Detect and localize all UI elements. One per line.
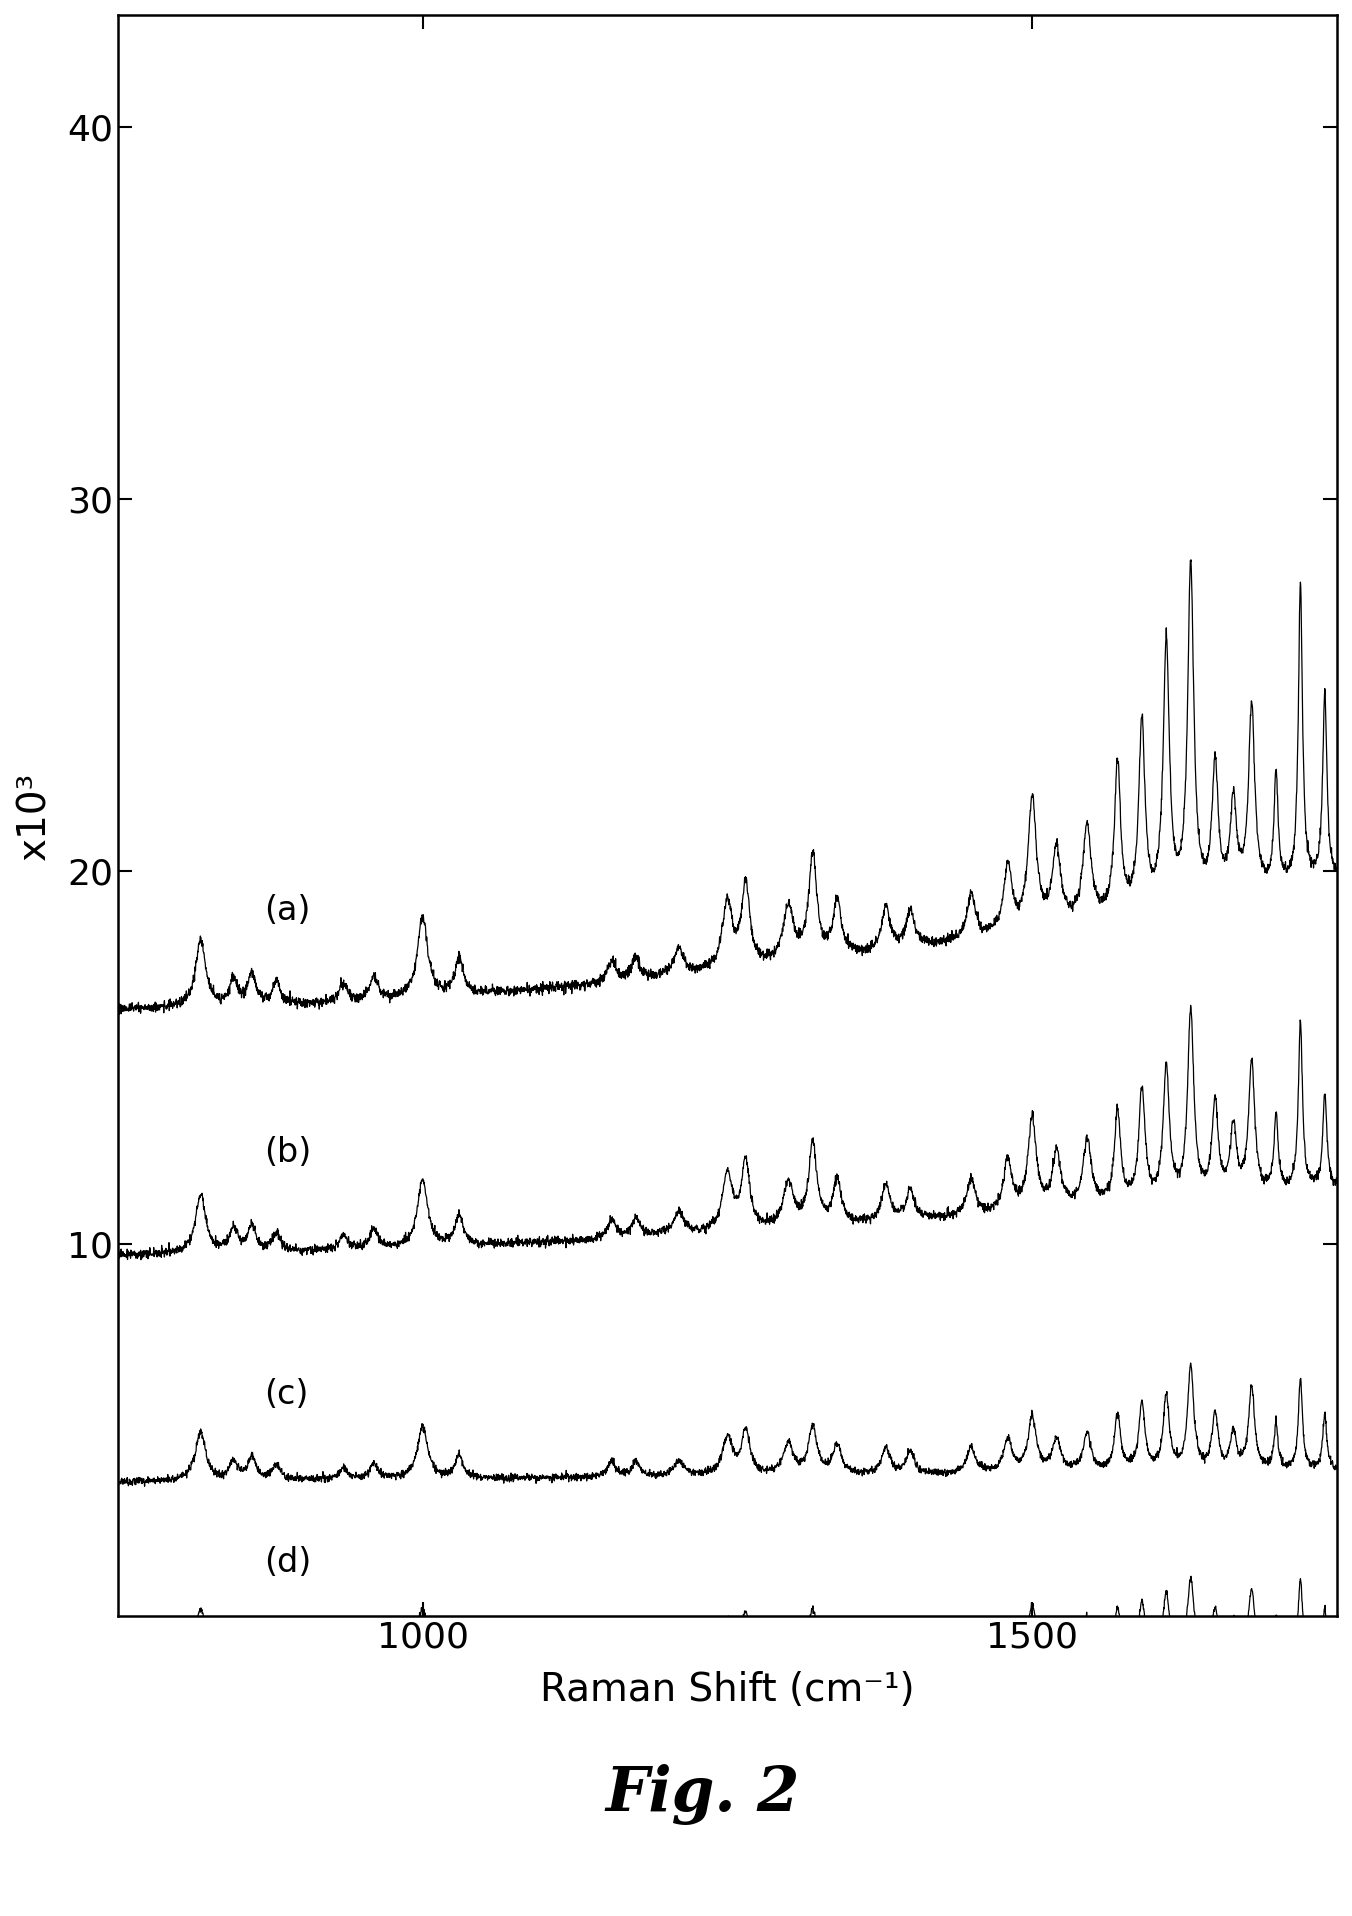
- Text: (b): (b): [264, 1136, 311, 1169]
- X-axis label: Raman Shift (cm⁻¹): Raman Shift (cm⁻¹): [539, 1671, 915, 1709]
- Text: (d): (d): [264, 1546, 311, 1579]
- Text: (a): (a): [264, 895, 311, 927]
- Y-axis label: x10³: x10³: [15, 772, 53, 860]
- Text: Fig. 2: Fig. 2: [606, 1763, 800, 1824]
- Text: (c): (c): [264, 1378, 308, 1410]
